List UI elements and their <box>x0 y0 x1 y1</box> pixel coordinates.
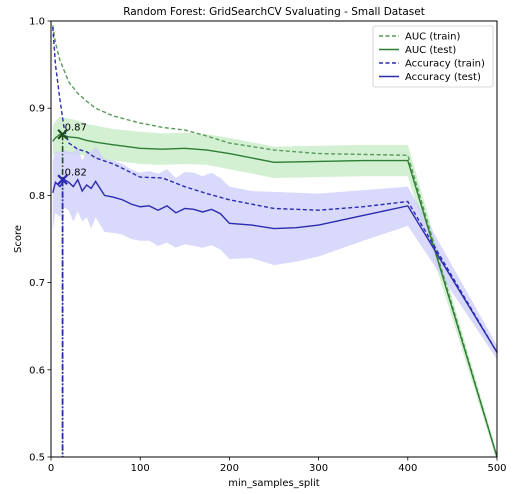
best-score-label-auc-test: 0.87 <box>65 122 87 133</box>
x-tick-label: 500 <box>487 463 506 474</box>
y-axis-label: Score <box>13 225 24 253</box>
x-tick-label: 0 <box>48 463 54 474</box>
series-line-auc-test <box>52 133 497 457</box>
best-score-label-accuracy-test: 0.82 <box>65 168 87 179</box>
y-axis-ticks: 0.5 0.6 0.7 0.8 0.9 1.0 <box>29 17 51 464</box>
y-tick-label: 1.0 <box>29 17 45 28</box>
y-tick-label: 0.6 <box>29 365 45 376</box>
confidence-bands <box>52 116 497 457</box>
y-tick-label: 0.8 <box>29 191 45 202</box>
best-marker-accuracy-test <box>57 174 68 185</box>
legend-entry-accuracy-train: Accuracy (train) <box>379 59 485 70</box>
y-tick-label: 0.9 <box>29 104 45 115</box>
series-line-accuracy-test <box>52 178 497 353</box>
series-lines <box>52 25 497 457</box>
best-marker-auc-test <box>57 129 68 140</box>
series-line-accuracy-train <box>52 27 497 353</box>
legend-entry-auc-train: AUC (train) <box>379 32 460 43</box>
x-axis-label: min_samples_split <box>228 478 320 489</box>
legend-entry-accuracy-test: Accuracy (test) <box>379 72 481 83</box>
x-tick-label: 200 <box>220 463 239 474</box>
x-tick-label: 400 <box>398 463 417 474</box>
band-accuracy-test <box>52 146 497 360</box>
x-tick-label: 100 <box>131 463 150 474</box>
x-axis-ticks: 0 100 200 300 400 500 <box>48 457 507 474</box>
y-tick-label: 0.5 <box>29 453 45 464</box>
x-tick-label: 300 <box>309 463 328 474</box>
legend-label: Accuracy (train) <box>405 59 485 70</box>
legend-label: AUC (test) <box>405 45 456 56</box>
legend: AUC (train) AUC (test) Accuracy (train) Acc… <box>372 25 494 88</box>
legend-box <box>372 25 494 88</box>
legend-label: AUC (train) <box>405 32 460 43</box>
chart-title: Random Forest: GridSearchCV Svaluating -… <box>123 6 425 18</box>
legend-entry-auc-test: AUC (test) <box>379 45 456 56</box>
best-score-markers: 0.87 0.82 <box>57 122 87 457</box>
series-line-auc-train <box>52 25 497 457</box>
plot-frame <box>50 20 498 458</box>
legend-label: Accuracy (test) <box>405 72 481 83</box>
y-tick-label: 0.7 <box>29 278 45 289</box>
